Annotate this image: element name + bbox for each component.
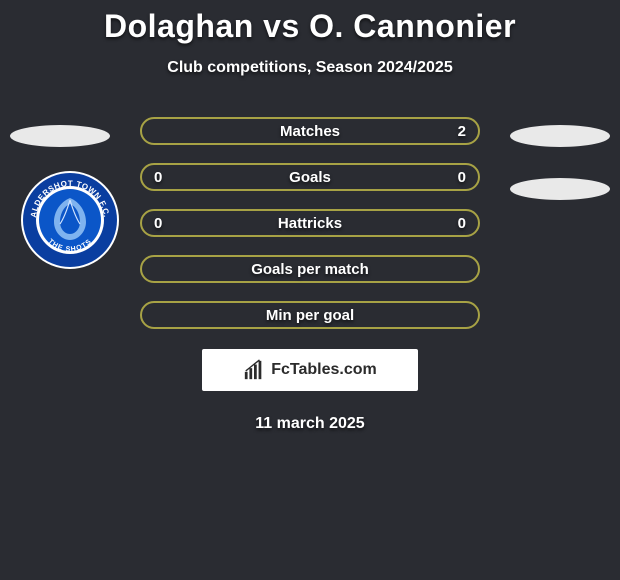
stat-right-value: 2 bbox=[458, 123, 466, 140]
stat-row-goals-per-match: Goals per match bbox=[140, 255, 480, 283]
stat-left-value: 0 bbox=[154, 215, 162, 232]
stat-label: Goals bbox=[289, 169, 331, 186]
stat-right-value: 0 bbox=[458, 169, 466, 186]
club-crest-icon: ALDERSHOT TOWN F.C. THE SHOTS bbox=[20, 170, 120, 270]
comparison-date: 11 march 2025 bbox=[0, 415, 620, 433]
stat-row-goals: 0 Goals 0 bbox=[140, 163, 480, 191]
stat-label: Goals per match bbox=[251, 261, 369, 278]
stat-row-min-per-goal: Min per goal bbox=[140, 301, 480, 329]
comparison-subtitle: Club competitions, Season 2024/2025 bbox=[0, 59, 620, 77]
fctables-watermark: FcTables.com bbox=[202, 349, 418, 391]
stat-label: Hattricks bbox=[278, 215, 342, 232]
player-right-photo-placeholder bbox=[510, 125, 610, 147]
stat-left-value: 0 bbox=[154, 169, 162, 186]
comparison-title: Dolaghan vs O. Cannonier bbox=[0, 0, 620, 45]
player-left-photo-placeholder bbox=[10, 125, 110, 147]
stat-label: Min per goal bbox=[266, 307, 354, 324]
chart-bars-icon bbox=[243, 359, 265, 381]
stat-row-matches: Matches 2 bbox=[140, 117, 480, 145]
stat-label: Matches bbox=[280, 123, 340, 140]
player-left-club-badge: ALDERSHOT TOWN F.C. THE SHOTS bbox=[20, 170, 120, 270]
watermark-text: FcTables.com bbox=[271, 361, 377, 379]
stat-right-value: 0 bbox=[458, 215, 466, 232]
player-right-club-placeholder bbox=[510, 178, 610, 200]
stat-row-hattricks: 0 Hattricks 0 bbox=[140, 209, 480, 237]
